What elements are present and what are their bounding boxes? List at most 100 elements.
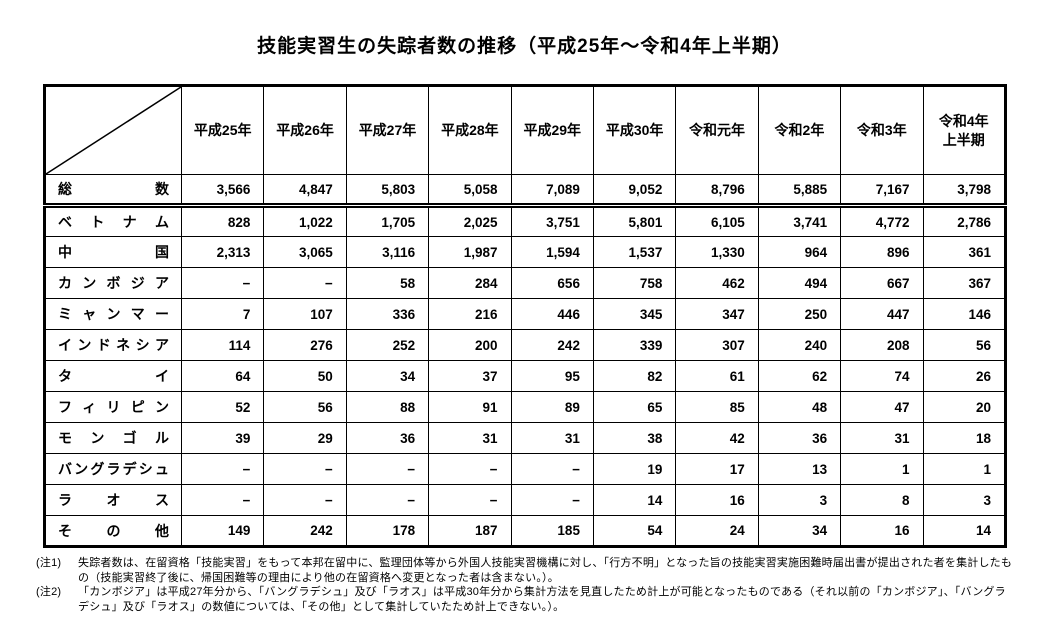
value-cell: 240: [757, 329, 842, 361]
value-cell: 284: [428, 267, 512, 299]
column-header: 平成28年: [428, 85, 512, 175]
table-row: ミャンマー 7 107 336 216 446 345 347 250 447 146: [44, 298, 1007, 330]
table-row: タイ 64 50 34 37 95 82 61 62 74 26: [44, 360, 1007, 392]
row-label: モンゴル: [44, 422, 182, 454]
value-cell: 56: [263, 391, 347, 423]
value-cell: 5,885: [757, 174, 842, 208]
value-cell: 13: [757, 453, 842, 485]
row-label: ラオス: [44, 484, 182, 516]
value-cell: 52: [180, 391, 265, 423]
value-cell: 6,105: [675, 205, 759, 237]
value-cell: 1,594: [510, 236, 594, 268]
value-cell: 91: [428, 391, 512, 423]
missing-trainees-table: 平成25年 平成26年 平成27年 平成28年 平成29年 平成30年 令和元年 令和2年 令和…: [43, 84, 1007, 548]
diagonal-line: [46, 87, 181, 174]
value-cell: 31: [428, 422, 512, 454]
value-cell: 4,772: [840, 205, 924, 237]
value-cell: −: [180, 267, 265, 299]
row-label: 総数: [44, 174, 182, 208]
table-row: カンボジア − −58 284 656 758 462 494 667 367: [44, 267, 1007, 299]
value-cell: 200: [428, 329, 512, 361]
value-cell: 208: [840, 329, 924, 361]
value-cell: 347: [675, 298, 759, 330]
value-cell: 3,065: [263, 236, 347, 268]
value-cell: 3,566: [180, 174, 265, 208]
value-cell: 1,705: [345, 205, 430, 237]
column-header: 平成29年: [510, 85, 594, 175]
value-cell: 447: [840, 298, 924, 330]
value-cell: 252: [345, 329, 430, 361]
value-cell: 16: [675, 484, 759, 516]
value-cell: −: [263, 453, 347, 485]
value-cell: 667: [840, 267, 924, 299]
value-cell: 7: [180, 298, 265, 330]
value-cell: 1: [922, 453, 1007, 485]
value-cell: 3: [757, 484, 842, 516]
value-cell: −: [428, 453, 512, 485]
footnote-text: 失踪者数は、在留資格「技能実習」をもって本邦在留中に、監理団体等から外国人技能実…: [78, 557, 1013, 584]
table-row: バングラデシュ − − − − −19 17 13 1 1: [44, 453, 1007, 485]
value-cell: 7,089: [510, 174, 594, 208]
value-cell: 31: [510, 422, 594, 454]
value-cell: 367: [922, 267, 1007, 299]
row-label: タイ: [44, 360, 182, 392]
value-cell: 61: [675, 360, 759, 392]
value-cell: 14: [922, 515, 1007, 547]
value-cell: 3,798: [922, 174, 1007, 208]
value-cell: 38: [592, 422, 677, 454]
value-cell: 65: [592, 391, 677, 423]
value-cell: 178: [345, 515, 430, 547]
value-cell: 48: [757, 391, 842, 423]
column-header: 平成27年: [345, 85, 430, 175]
table-body: 総数 3,566 4,847 5,803 5,058 7,089 9,052 8,796 5,8…: [44, 174, 1007, 547]
column-header: 平成26年: [263, 85, 347, 175]
table-row: インドネシア 114 276 252 200 242 339 307 240 208 56: [44, 329, 1007, 361]
value-cell: 34: [757, 515, 842, 547]
value-cell: 216: [428, 298, 512, 330]
value-cell: 2,025: [428, 205, 512, 237]
value-cell: 361: [922, 236, 1007, 268]
value-cell: 47: [840, 391, 924, 423]
value-cell: 64: [180, 360, 265, 392]
value-cell: 5,803: [345, 174, 430, 208]
value-cell: 39: [180, 422, 265, 454]
value-cell: 88: [345, 391, 430, 423]
value-cell: 56: [922, 329, 1007, 361]
column-header: 令和3年: [840, 85, 924, 175]
value-cell: 2,786: [922, 205, 1007, 237]
footnote: (注1) 失踪者数は、在留資格「技能実習」をもって本邦在留中に、監理団体等から外国…: [36, 556, 1016, 585]
table-header: 平成25年 平成26年 平成27年 平成28年 平成29年 平成30年 令和元年 令和2年 令和…: [44, 85, 1007, 175]
value-cell: 185: [510, 515, 594, 547]
table-row: ベトナム 828 1,022 1,705 2,025 3,751 5,801 6,105 3,7…: [44, 205, 1007, 237]
value-cell: 242: [510, 329, 594, 361]
value-cell: 16: [840, 515, 924, 547]
value-cell: 42: [675, 422, 759, 454]
value-cell: −: [345, 453, 430, 485]
table-row: 中国 2,313 3,065 3,116 1,987 1,594 1,537 1,330 964…: [44, 236, 1007, 268]
column-header: 平成25年: [180, 85, 265, 175]
value-cell: 3,741: [757, 205, 842, 237]
value-cell: 95: [510, 360, 594, 392]
value-cell: 146: [922, 298, 1007, 330]
value-cell: 345: [592, 298, 677, 330]
footnote: (注2) 「カンボジア」は平成27年分から、「バングラデシュ」及び「ラオス」は平成…: [36, 585, 1016, 614]
footnote-label: (注1): [36, 557, 62, 569]
value-cell: 3,116: [345, 236, 430, 268]
row-label: インドネシア: [44, 329, 182, 361]
value-cell: 14: [592, 484, 677, 516]
value-cell: 964: [757, 236, 842, 268]
value-cell: 4,847: [263, 174, 347, 208]
value-cell: 82: [592, 360, 677, 392]
row-label: カンボジア: [44, 267, 182, 299]
value-cell: 1,330: [675, 236, 759, 268]
value-cell: −: [428, 484, 512, 516]
value-cell: 2,313: [180, 236, 265, 268]
value-cell: 107: [263, 298, 347, 330]
value-cell: 656: [510, 267, 594, 299]
row-label: フィリピン: [44, 391, 182, 423]
value-cell: 446: [510, 298, 594, 330]
table-row: 総数 3,566 4,847 5,803 5,058 7,089 9,052 8,796 5,8…: [44, 174, 1007, 208]
value-cell: 242: [263, 515, 347, 547]
table-row: モンゴル 39 29 36 31 31 38 42 36 31 18: [44, 422, 1007, 454]
